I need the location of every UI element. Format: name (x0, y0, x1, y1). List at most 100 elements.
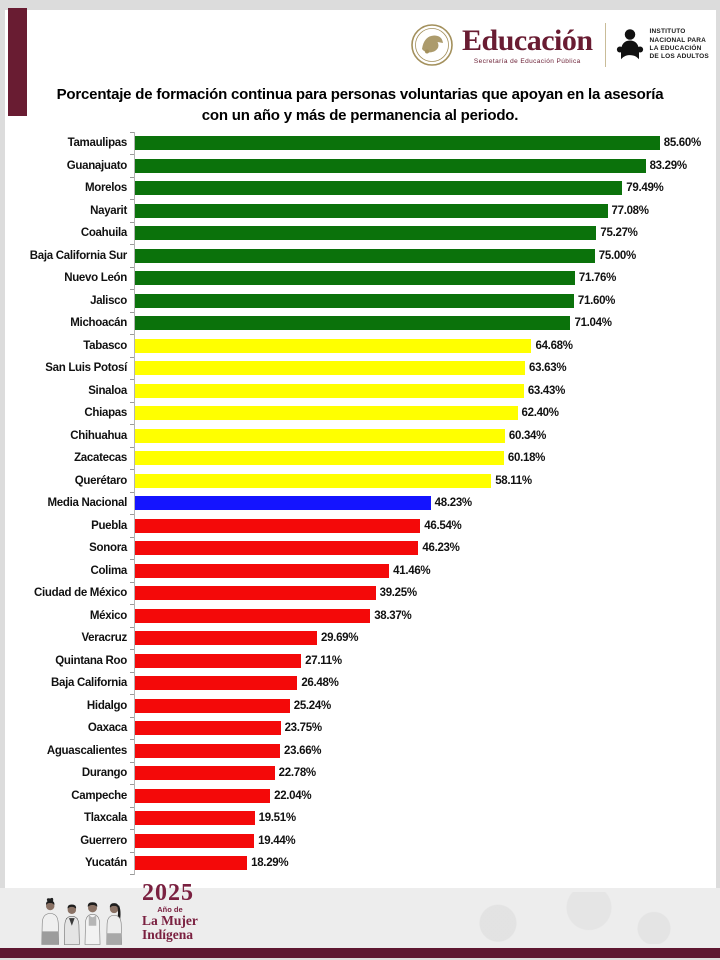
inea-figure-icon (616, 29, 643, 60)
header-logos: Educación Secretaría de Educación Públic… (410, 16, 709, 74)
bar-track: 39.25% (130, 581, 715, 605)
bar-value: 75.00% (598, 249, 637, 262)
bar-label: Coahuila (80, 227, 127, 240)
bar-track: 27.11% (130, 649, 715, 672)
logo-divider (604, 23, 606, 67)
bar (135, 653, 302, 668)
bar (135, 518, 421, 533)
bar-label: Guerrero (80, 834, 127, 847)
bar-track: 60.34% (130, 424, 715, 447)
chart-row: Campeche 22.04% (6, 784, 715, 807)
footer-line1: La Mujer (142, 912, 198, 928)
bar-label: Yucatán (84, 857, 127, 870)
bar (135, 721, 281, 736)
bar-track: 71.76% (130, 266, 715, 290)
inea-line: NACIONAL PARA (649, 36, 707, 44)
bar-label: Colima (90, 564, 127, 577)
bar-value: 63.43% (527, 384, 566, 397)
bar-track: 71.60% (130, 289, 715, 312)
bar (135, 563, 390, 578)
bar-label: México (89, 609, 127, 622)
bar-track: 71.04% (130, 311, 715, 335)
bar-track: 63.63% (130, 356, 715, 380)
footer-year-block: 2025 Año de La Mujer Indígena (142, 881, 198, 942)
footer: 2025 Año de La Mujer Indígena (0, 881, 720, 948)
chart-row: Michoacán 71.04% (6, 311, 715, 335)
bar-label: Querétaro (74, 474, 128, 487)
bar-label: Tabasco (83, 339, 127, 352)
bar (135, 631, 317, 646)
bar (135, 451, 504, 466)
bar-value: 83.29% (649, 159, 688, 172)
bar-value: 19.51% (258, 812, 297, 825)
bar-track: 75.00% (130, 244, 715, 267)
bar (135, 136, 660, 151)
bar (135, 473, 492, 488)
bar-value: 19.44% (258, 834, 296, 847)
chart-row: Hidalgo 25.24% (6, 694, 715, 717)
chart-row: Baja California Sur 75.00% (6, 244, 715, 267)
chart-row: Baja California 26.48% (6, 671, 715, 695)
bar-value: 71.76% (578, 272, 617, 285)
bar-label: Morelos (85, 182, 127, 195)
sep-subtitle: Secretaría de Educación Pública (473, 57, 581, 65)
bar-value: 79.49% (626, 182, 664, 195)
bar-track: 77.08% (130, 199, 715, 222)
inea-text: INSTITUTO NACIONAL PARA LA EDUCACIÓN DE … (650, 28, 709, 62)
bar (135, 428, 505, 443)
chart-row: Colima 41.46% (6, 559, 715, 582)
chart-row: Guanajuato 83.29% (6, 154, 715, 177)
bar (135, 316, 571, 331)
bar-label: Aguascalientes (46, 744, 127, 757)
bar-track: 46.54% (130, 514, 715, 537)
bar (135, 361, 526, 376)
bar-label: Jalisco (90, 294, 127, 307)
bar-label: Tamaulipas (67, 137, 128, 150)
chart-row: Yucatán 18.29% (6, 851, 715, 875)
bar (135, 496, 431, 511)
bar (135, 406, 518, 421)
chart-row: Aguascalientes 23.66% (6, 739, 715, 762)
bar-track: 23.66% (130, 739, 715, 762)
bar-track: 79.49% (130, 176, 715, 200)
bar (135, 743, 281, 758)
bar (135, 811, 255, 826)
footer-watermark (420, 892, 680, 944)
bar-track: 75.27% (130, 221, 715, 245)
chart-row: Tamaulipas 85.60% (6, 131, 715, 155)
bar-label: Baja California (50, 677, 127, 690)
chart-row: Sinaloa 63.43% (6, 379, 715, 402)
bar-track: 19.51% (130, 806, 715, 830)
chart-row: Jalisco 71.60% (6, 289, 715, 312)
bar-value: 38.37% (374, 609, 412, 622)
chart-row: Nayarit 77.08% (6, 199, 715, 222)
page: Educación Secretaría de Educación Públic… (5, 10, 716, 888)
bar-value: 77.08% (611, 204, 650, 217)
bar-value: 71.04% (574, 317, 612, 330)
bar-label: Sinaloa (88, 384, 127, 397)
bar-track: 26.48% (130, 671, 715, 695)
bar-track: 25.24% (130, 694, 715, 717)
chart-row: Guerrero 19.44% (6, 829, 715, 852)
inea-line: DE LOS ADULTOS (649, 53, 709, 61)
bar (135, 203, 608, 218)
bar (135, 338, 532, 353)
chart-row: Puebla 46.54% (6, 514, 715, 537)
bar-value: 58.11% (495, 474, 532, 487)
chart-row: Chiapas 62.40% (6, 401, 715, 425)
chart-row: Oaxaca 23.75% (6, 716, 715, 740)
bar-label: Guanajuato (66, 159, 128, 172)
bar-track: 63.43% (130, 379, 715, 402)
bar (135, 788, 271, 803)
bar-chart: Tamaulipas 85.60% Guanajuato 83.29% Morelos 7… (6, 131, 715, 875)
bar-value: 18.29% (251, 857, 289, 870)
bar (135, 766, 275, 781)
chart-row: Morelos 79.49% (6, 176, 715, 200)
sep-wordmark: Educación (462, 23, 593, 57)
bar-label: Tlaxcala (84, 812, 127, 825)
chart-row: Media Nacional 48.23% (6, 491, 715, 515)
inea-line: LA EDUCACIÓN (649, 45, 702, 52)
bar-track: 41.46% (130, 559, 715, 582)
bar (135, 248, 595, 263)
chart-row: Ciudad de México 39.25% (6, 581, 715, 605)
